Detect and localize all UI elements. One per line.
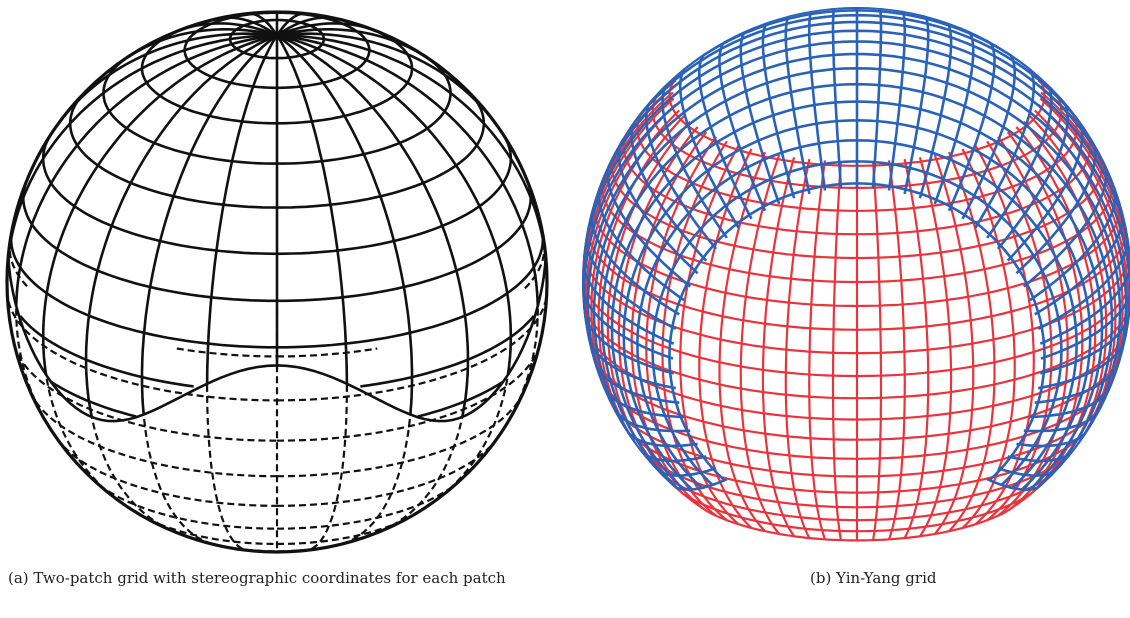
grid-line-solid: [14, 34, 278, 307]
grid-line-solid: [140, 34, 278, 415]
grid-line-dashed: [140, 364, 217, 547]
yang-grid-line: [933, 28, 975, 205]
yang-grid-line: [651, 160, 1063, 486]
yang-grid-line: [622, 119, 1092, 491]
grid-line-dashed: [7, 290, 547, 402]
grid-line-solid: [276, 34, 513, 375]
grid-line-dashed: [374, 368, 469, 535]
yin-grid-line: [831, 161, 843, 541]
grid-line-solid: [9, 231, 545, 349]
grid-line-dashed: [29, 391, 525, 478]
yang-grid-line: [586, 52, 1128, 446]
figure-panel-b: (b) Yin-Yang grid: [570, 0, 1130, 618]
grid-line-dashed: [428, 323, 512, 507]
yin-grid-line: [1039, 97, 1130, 357]
yin-grid-line: [903, 158, 930, 539]
sphere-outline: [5, 10, 549, 554]
grid-line-solid: [41, 34, 278, 375]
grid-line-solid: [228, 18, 326, 60]
yin-grid-line: [636, 102, 1078, 212]
grid-line-dashed: [8, 239, 546, 358]
yin-grid-line: [690, 500, 1024, 542]
yang-grid-line: [600, 82, 1114, 489]
grid-line-dashed: [306, 329, 348, 552]
yang-grid-line: [1022, 156, 1108, 288]
yang-grid-line: [627, 9, 1087, 130]
grid-line-solid: [19, 315, 535, 388]
grid-line-solid: [68, 91, 486, 209]
grid-lines: [582, 7, 1130, 542]
grid-line-dashed: [13, 344, 541, 442]
yang-grid-line: [918, 20, 953, 199]
yin-grid-line: [887, 160, 906, 540]
yin-grid-line: [600, 168, 1114, 284]
grid-line-solid: [21, 179, 533, 303]
grid-line-solid: [50, 380, 504, 418]
two-patch-sphere-grid: [5, 10, 549, 554]
yin-grid-line: [650, 463, 1064, 522]
yin-grid-line: [610, 146, 1104, 260]
yin-grid-line: [784, 158, 811, 539]
yin-grid-line: [871, 161, 883, 541]
grid-line-solid: [276, 34, 414, 415]
grid-line-dashed: [56, 437, 498, 507]
yang-grid-line: [592, 66, 1122, 486]
yang-grid-line: [739, 28, 781, 205]
yang-grid-line: [887, 9, 907, 191]
yang-grid-line: [903, 14, 930, 195]
yang-grid-line: [784, 14, 811, 195]
grid-line-solid: [102, 52, 452, 165]
grid-lines: [7, 12, 547, 552]
grid-line-dashed: [42, 323, 126, 507]
grid-line-solid: [276, 34, 540, 307]
yang-grid-line: [831, 7, 843, 189]
yang-grid-line: [596, 13, 1118, 191]
grid-line-solid: [7, 252, 547, 423]
yin-grid-line: [582, 270, 1130, 378]
yang-grid-line: [582, 29, 1130, 320]
grid-line-solid: [275, 34, 349, 384]
yang-grid-line: [610, 100, 1104, 491]
yin-grid-line: [668, 482, 1046, 533]
grid-line-dashed: [337, 364, 414, 547]
yin-yang-sphere-grid: [582, 7, 1130, 542]
yin-grid-line: [596, 373, 1118, 460]
yin-grid-line: [808, 160, 827, 540]
yin-grid-line: [582, 295, 1130, 400]
grid-line-solid: [205, 34, 279, 384]
caption-a: (a) Two-patch grid with stereographic co…: [8, 569, 506, 587]
grid-line-solid: [276, 34, 470, 418]
yang-grid-line: [582, 20, 1130, 257]
yang-grid-line: [636, 139, 1078, 489]
yin-grid-line: [582, 245, 1130, 355]
caption-b: (b) Yin-Yang grid: [810, 569, 937, 587]
yin-grid-line: [586, 218, 1128, 331]
yin-grid-line: [592, 194, 1122, 308]
yang-grid-line: [686, 7, 1028, 67]
yang-grid-line: [606, 156, 692, 288]
figure-panel-a: (a) Two-patch grid with stereographic co…: [0, 0, 560, 618]
grid-line-dashed: [206, 329, 248, 552]
yin-grid-line: [618, 420, 1096, 494]
grid-line-solid: [84, 34, 278, 418]
yang-grid-line: [582, 40, 1130, 380]
grid-line-solid: [41, 131, 513, 256]
yin-grid-line: [606, 396, 1108, 478]
yang-grid-line: [668, 182, 1046, 482]
yang-grid-line: [761, 20, 796, 199]
grid-line-dashed: [85, 368, 180, 535]
grid-line-solid: [140, 22, 414, 125]
yang-grid-line: [807, 9, 827, 191]
yang-grid-line: [871, 7, 883, 189]
